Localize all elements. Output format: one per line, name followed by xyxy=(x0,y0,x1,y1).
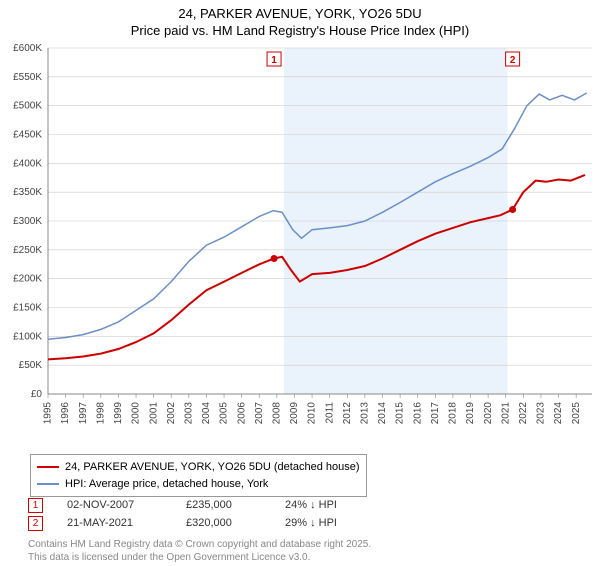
svg-text:1996: 1996 xyxy=(60,402,71,425)
svg-text:2003: 2003 xyxy=(183,402,194,425)
svg-text:2004: 2004 xyxy=(201,402,212,425)
svg-text:2000: 2000 xyxy=(131,402,142,425)
svg-text:2001: 2001 xyxy=(148,402,159,425)
legend-swatch xyxy=(37,466,59,468)
svg-text:2009: 2009 xyxy=(289,402,300,425)
svg-text:2018: 2018 xyxy=(448,402,459,425)
svg-text:2016: 2016 xyxy=(412,402,423,425)
sale-price: £235,000 xyxy=(186,499,261,511)
sale-marker-badge: 1 xyxy=(28,498,43,513)
svg-text:1997: 1997 xyxy=(78,402,89,425)
svg-text:£450K: £450K xyxy=(13,130,42,141)
svg-text:£600K: £600K xyxy=(13,43,42,54)
sales-table: 1 02-NOV-2007 £235,000 24% ↓ HPI 2 21-MAY-202… xyxy=(28,496,375,532)
sale-diff: 29% ↓ HPI xyxy=(285,517,375,529)
svg-text:£0: £0 xyxy=(31,389,43,400)
sale-row: 2 21-MAY-2021 £320,000 29% ↓ HPI xyxy=(28,514,375,532)
svg-text:2025: 2025 xyxy=(571,402,582,425)
svg-text:2013: 2013 xyxy=(360,402,371,425)
legend: 24, PARKER AVENUE, YORK, YO26 5DU (detac… xyxy=(30,454,367,497)
copyright: Contains HM Land Registry data © Crown c… xyxy=(28,538,371,564)
legend-swatch xyxy=(37,483,59,485)
copyright-line-1: Contains HM Land Registry data © Crown c… xyxy=(28,538,371,551)
svg-text:2: 2 xyxy=(510,55,516,66)
sale-row: 1 02-NOV-2007 £235,000 24% ↓ HPI xyxy=(28,496,375,514)
svg-text:£300K: £300K xyxy=(13,216,42,227)
svg-text:2023: 2023 xyxy=(536,402,547,425)
svg-text:2017: 2017 xyxy=(430,402,441,425)
svg-text:2022: 2022 xyxy=(518,402,529,425)
chart-svg: £0 £50K £100K £150K £200K £250K £300K £350K £400… xyxy=(0,42,600,442)
legend-row: 24, PARKER AVENUE, YORK, YO26 5DU (detac… xyxy=(37,459,360,476)
svg-text:2005: 2005 xyxy=(219,402,230,425)
title-line-2: Price paid vs. HM Land Registry's House … xyxy=(0,23,600,38)
svg-text:1998: 1998 xyxy=(95,402,106,425)
sale-date: 02-NOV-2007 xyxy=(67,499,162,511)
svg-text:£350K: £350K xyxy=(13,187,42,198)
svg-text:£100K: £100K xyxy=(13,331,42,342)
sale-marker-badge: 2 xyxy=(28,516,43,531)
svg-text:2011: 2011 xyxy=(324,402,335,424)
svg-text:1999: 1999 xyxy=(113,402,124,425)
svg-text:£150K: £150K xyxy=(13,303,42,314)
legend-label: 24, PARKER AVENUE, YORK, YO26 5DU (detac… xyxy=(65,459,360,476)
svg-text:2024: 2024 xyxy=(553,402,564,425)
svg-text:2010: 2010 xyxy=(307,402,318,425)
svg-text:2014: 2014 xyxy=(377,402,388,425)
svg-text:1: 1 xyxy=(271,55,277,66)
svg-text:2006: 2006 xyxy=(236,402,247,425)
copyright-line-2: This data is licensed under the Open Gov… xyxy=(28,551,371,564)
svg-text:2021: 2021 xyxy=(500,402,511,425)
title-line-1: 24, PARKER AVENUE, YORK, YO26 5DU xyxy=(0,6,600,21)
svg-text:2002: 2002 xyxy=(166,402,177,425)
legend-label: HPI: Average price, detached house, York xyxy=(65,476,268,493)
svg-text:2012: 2012 xyxy=(342,402,353,425)
svg-text:£50K: £50K xyxy=(19,360,43,371)
sale-date: 21-MAY-2021 xyxy=(67,517,162,529)
svg-text:£200K: £200K xyxy=(13,274,42,285)
svg-text:2008: 2008 xyxy=(272,402,283,425)
svg-text:2019: 2019 xyxy=(465,402,476,425)
svg-text:2020: 2020 xyxy=(483,402,494,425)
svg-text:2015: 2015 xyxy=(395,402,406,425)
svg-text:1995: 1995 xyxy=(43,402,54,425)
svg-text:£250K: £250K xyxy=(13,245,42,256)
sale-diff: 24% ↓ HPI xyxy=(285,499,375,511)
price-chart: £0 £50K £100K £150K £200K £250K £300K £350K £400… xyxy=(0,42,600,442)
svg-text:£500K: £500K xyxy=(13,101,42,112)
svg-text:£400K: £400K xyxy=(13,158,42,169)
legend-row: HPI: Average price, detached house, York xyxy=(37,476,360,493)
svg-text:£550K: £550K xyxy=(13,72,42,83)
svg-text:2007: 2007 xyxy=(254,402,265,425)
sale-price: £320,000 xyxy=(186,517,261,529)
